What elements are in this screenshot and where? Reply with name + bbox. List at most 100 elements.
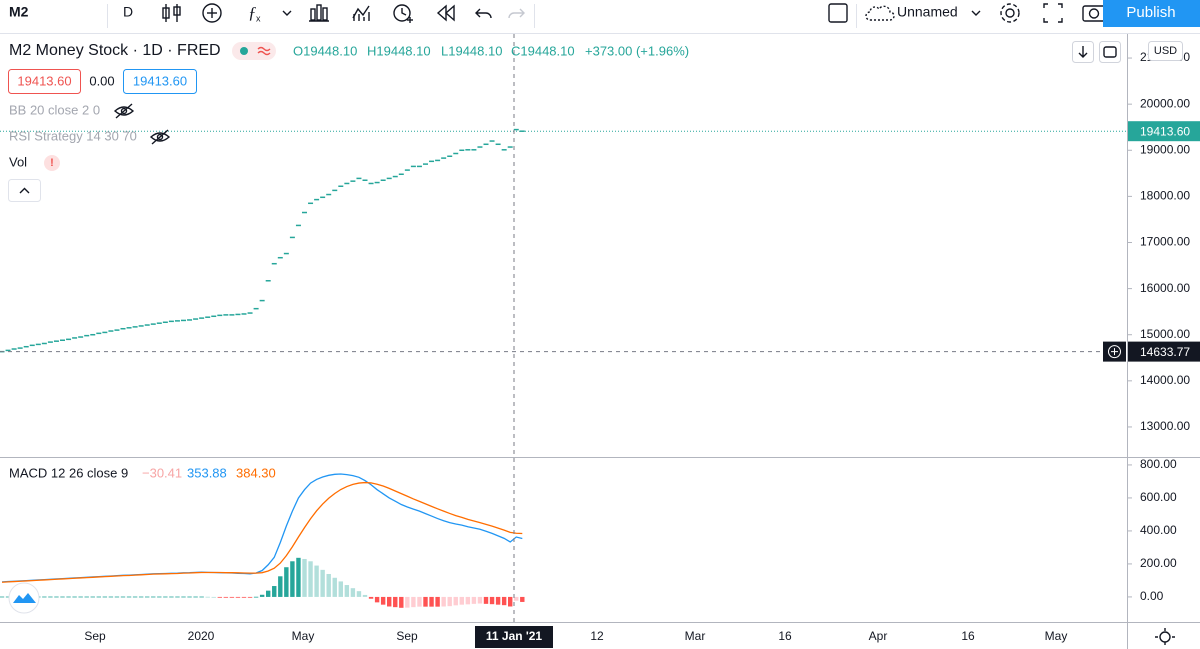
histogram-bar [411,596,416,608]
y-tick-label: 18000.00 [1140,189,1190,203]
histogram-bar [72,596,77,598]
spread: 0.00 [89,73,114,88]
layout-name: Unnamed [897,4,958,20]
histogram-bar [338,581,343,597]
fullscreen-button[interactable] [1043,3,1063,23]
histogram-bar [520,596,525,602]
time-axis-settings[interactable] [1155,628,1175,645]
histogram-bar [120,596,126,598]
x-tick-label: Sep [396,629,418,643]
y-tick-label: 0.00 [1140,589,1164,603]
interval: D [123,4,133,20]
templates-button[interactable] [309,4,329,22]
maximize-pane-button[interactable] [1099,41,1121,63]
save-layout-button[interactable]: Unnamed [865,4,958,21]
histogram-bar [90,596,95,598]
y-tick-label: 16000.00 [1140,281,1190,295]
x-tick-label: Mar [685,629,706,643]
ohlc-open: O19448.10 [293,43,357,58]
histogram-bar [102,596,108,598]
maximize-icon [1103,46,1117,58]
histogram-bar [302,558,307,597]
crosshair-time-tag [475,626,553,648]
histogram-bar [126,596,132,598]
tradingview-logo [8,582,40,614]
histogram-bar [241,596,247,598]
histogram-bar [429,596,434,607]
undo-button[interactable] [475,8,492,19]
histogram-bar [48,596,53,598]
indicator-line [1,481,523,583]
x-tick-label: 16 [961,629,975,643]
plot-area: 21000.0020000.0019000.0018000.0017000.00… [0,34,1200,648]
x-tick-label: 12 [590,629,604,643]
redo-button[interactable] [508,8,525,19]
sell-button[interactable] [8,69,81,94]
symbol-button[interactable]: M2 [9,4,29,20]
y-tick-label: 600.00 [1140,490,1177,504]
replay-button[interactable] [436,4,455,22]
histogram-bar [290,561,295,597]
histogram-bar [96,596,101,598]
indicator-title[interactable]: RSI Strategy 14 30 70 [9,128,137,143]
macd-title[interactable]: MACD 12 26 close 9 [9,465,128,480]
histogram-bar [471,596,477,604]
histogram-bar [320,569,325,597]
histogram-bar [78,596,83,598]
x-tick-label: 2020 [188,629,215,643]
last-price-label: 19413.60 [1140,124,1190,138]
hidden-eye-icon[interactable] [113,103,135,119]
add-order-button[interactable] [1103,341,1126,362]
layout-select[interactable] [828,3,848,23]
interval-button[interactable]: D [123,4,133,20]
alert-button[interactable] [393,4,413,23]
compare-button[interactable] [202,3,222,23]
histogram-bar [308,561,313,597]
histogram-bar [368,596,374,599]
histogram-bar [205,596,210,598]
histogram-bar [199,596,204,598]
fx-icon-x: x [256,13,261,23]
histogram-bar [187,596,192,598]
histogram-bar [326,573,331,597]
chart-style-button[interactable] [162,4,181,22]
histogram-bar [138,596,144,598]
histogram-bar [508,596,513,607]
indicator-title[interactable]: BB 20 close 2 0 [9,102,100,117]
histogram-bar [477,596,483,604]
time-axis-settings-icon [1159,631,1171,643]
publish-button[interactable]: Publish [1103,0,1200,27]
y-tick-label: 400.00 [1140,523,1177,537]
error-badge[interactable] [44,155,60,171]
signal-value: 384.30 [236,465,276,480]
histogram-bar [362,594,368,597]
buy-button[interactable] [123,69,197,94]
histogram-bar [278,576,283,597]
collapse-legend-button[interactable] [8,179,41,202]
histogram-bar [514,596,519,601]
histogram-bar [223,596,229,598]
y-tick-label: 17000.00 [1140,235,1190,249]
indicators-menu[interactable] [282,10,292,16]
histogram-bar [344,585,350,597]
last-price-tag [1128,121,1200,142]
histogram-bar [459,596,464,605]
histogram-bar [483,596,489,604]
histogram-bar [169,596,174,598]
layout-menu[interactable] [971,10,981,16]
histogram-bar [495,596,501,605]
ohlc-low: L19448.10 [441,43,502,58]
crosshair-price-tag [1128,341,1200,362]
settings-button[interactable] [1000,3,1020,23]
macd-histogram-value: −30.41 [142,465,182,480]
ideas-button[interactable] [352,5,370,21]
hidden-eye-icon[interactable] [149,129,171,145]
histogram-bar [211,596,216,598]
ohlc-close: C19448.10 [511,43,575,58]
y-tick-label: 13000.00 [1140,419,1190,433]
indicator-title[interactable]: Vol [9,154,27,169]
histogram-bar [132,596,138,598]
histogram-bar [235,596,241,598]
